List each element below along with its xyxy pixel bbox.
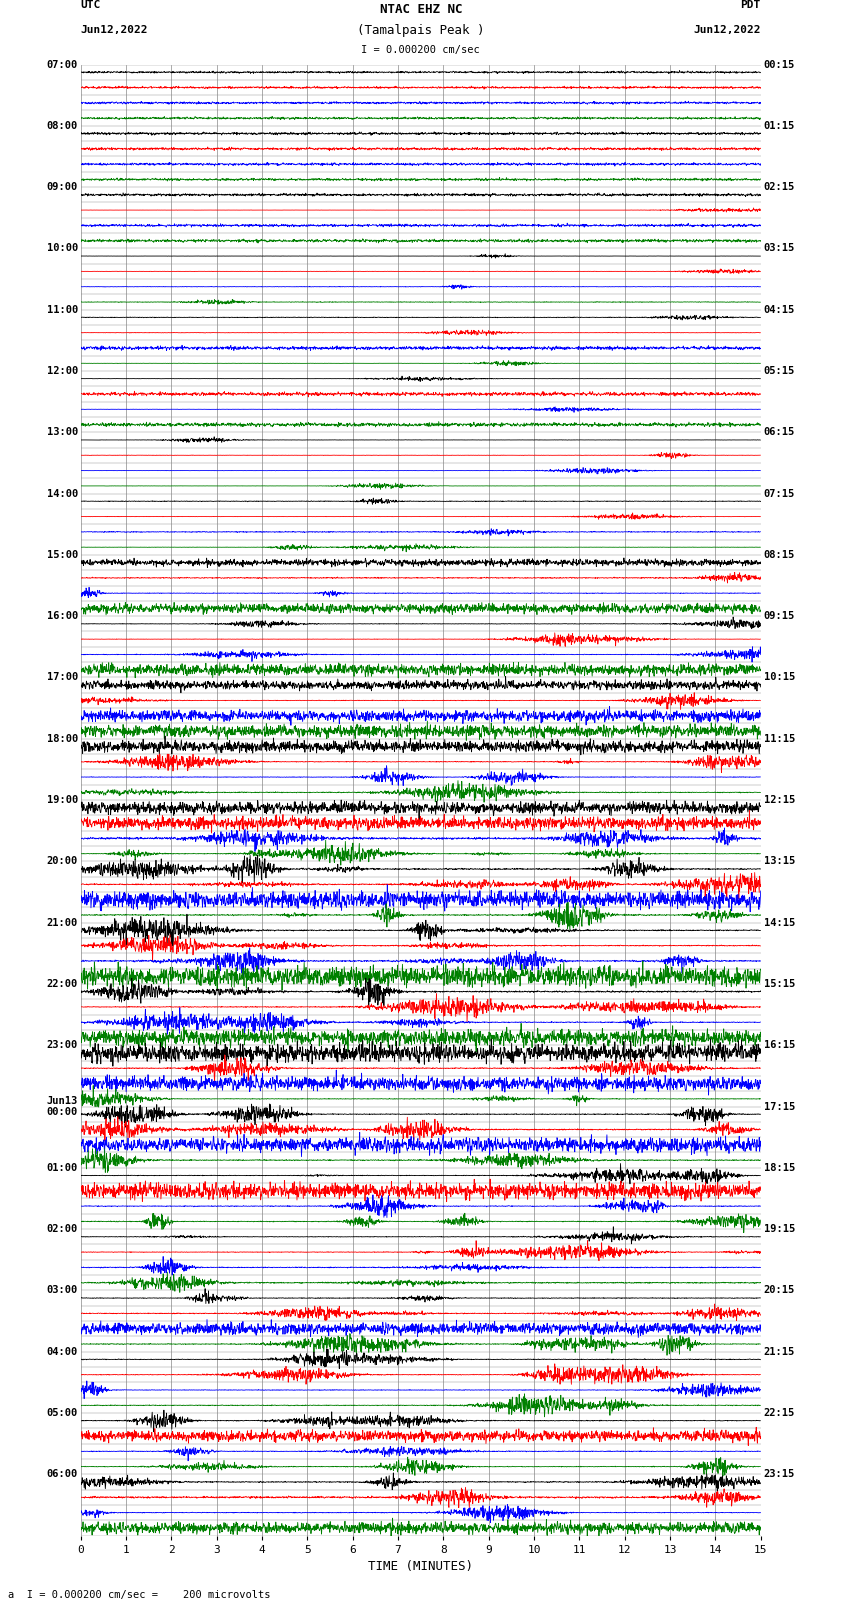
Text: a  I = 0.000200 cm/sec =    200 microvolts: a I = 0.000200 cm/sec = 200 microvolts — [8, 1590, 271, 1600]
Text: Jun12,2022: Jun12,2022 — [81, 26, 148, 35]
Text: PDT: PDT — [740, 0, 761, 10]
Text: (Tamalpais Peak ): (Tamalpais Peak ) — [357, 24, 484, 37]
Text: Jun12,2022: Jun12,2022 — [694, 26, 761, 35]
Text: NTAC EHZ NC: NTAC EHZ NC — [379, 3, 462, 16]
Text: UTC: UTC — [81, 0, 101, 10]
Text: I = 0.000200 cm/sec: I = 0.000200 cm/sec — [361, 45, 480, 55]
X-axis label: TIME (MINUTES): TIME (MINUTES) — [368, 1560, 473, 1573]
